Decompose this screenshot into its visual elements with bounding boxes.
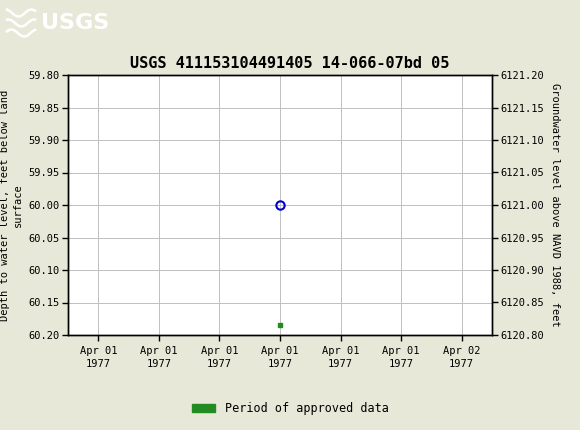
Legend: Period of approved data: Period of approved data <box>187 397 393 420</box>
Y-axis label: Depth to water level, feet below land
surface: Depth to water level, feet below land su… <box>0 89 23 321</box>
Text: USGS: USGS <box>41 13 109 33</box>
Text: USGS 411153104491405 14-066-07bd 05: USGS 411153104491405 14-066-07bd 05 <box>130 55 450 71</box>
Bar <box>5 5 37 40</box>
Y-axis label: Groundwater level above NAVD 1988, feet: Groundwater level above NAVD 1988, feet <box>550 83 560 327</box>
